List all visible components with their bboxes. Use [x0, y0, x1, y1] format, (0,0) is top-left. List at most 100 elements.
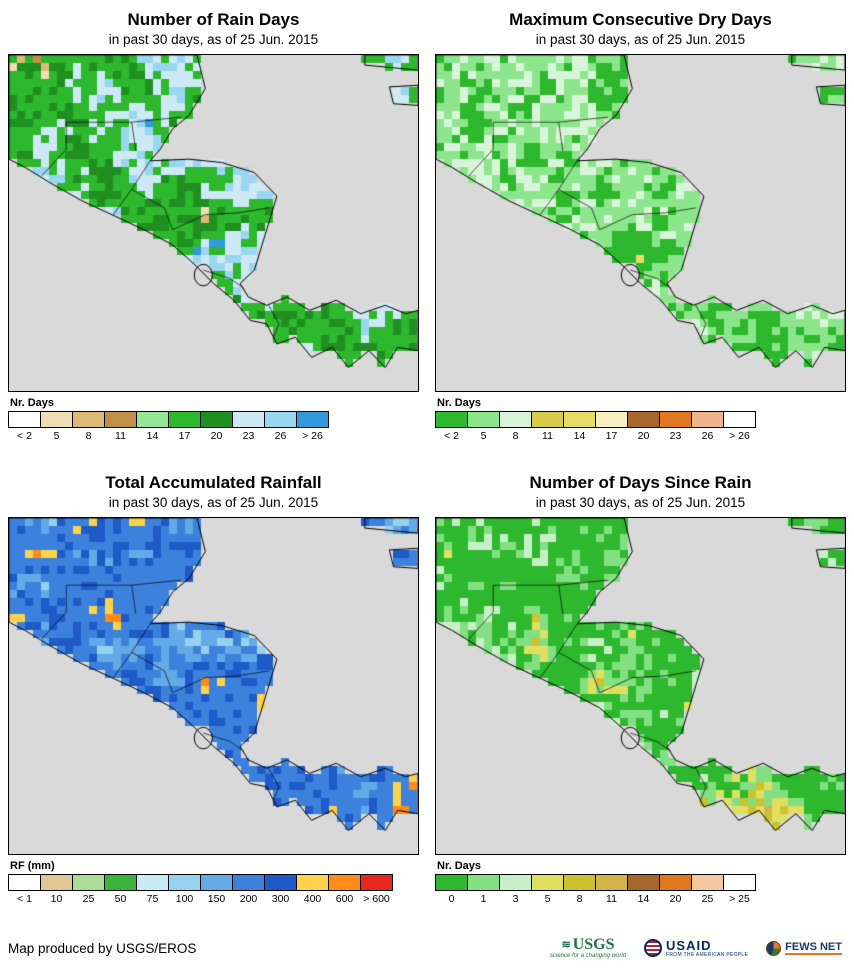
legend-label: 5 — [480, 430, 487, 442]
legend-label: 25 — [82, 893, 95, 905]
legend-label: 23 — [669, 430, 682, 442]
legend-swatch — [104, 874, 137, 891]
legend-title: Nr. Days — [10, 397, 55, 409]
usaid-wordmark: USAID FROM THE AMERICAN PEOPLE — [666, 939, 748, 958]
fewsnet-globe-icon — [766, 940, 782, 956]
legend-label: 23 — [242, 430, 255, 442]
legend-swatch — [264, 411, 297, 428]
legend-label: 17 — [605, 430, 618, 442]
legend-swatch — [232, 874, 265, 891]
legend-swatch — [563, 411, 596, 428]
map-raster — [436, 518, 845, 854]
legend-bar — [435, 411, 846, 428]
legend-swatch — [264, 874, 297, 891]
legend-label: > 25 — [729, 893, 750, 905]
legend-label: 8 — [576, 893, 583, 905]
legend-swatch — [435, 411, 468, 428]
map-credit: Map produced by USGS/EROS — [8, 940, 197, 956]
legend-swatch — [8, 874, 41, 891]
legend-swatch — [72, 874, 105, 891]
legend-label: 50 — [114, 893, 127, 905]
legend-swatch — [435, 874, 468, 891]
legend-label: 600 — [335, 893, 354, 905]
legend-label: 14 — [637, 893, 650, 905]
legend-swatch — [232, 411, 265, 428]
legend-swatch — [467, 874, 500, 891]
legend-swatch — [296, 411, 329, 428]
legend-swatch — [296, 874, 329, 891]
panel-subtitle: in past 30 days, as of 25 Jun. 2015 — [535, 32, 746, 47]
legend-swatch — [200, 411, 233, 428]
legend-label: 11 — [542, 430, 553, 442]
legend-label: 75 — [146, 893, 159, 905]
legend-label: 300 — [271, 893, 290, 905]
panel-days-since-rain: Number of Days Since Rain in past 30 day… — [427, 463, 854, 926]
legend-label: 20 — [669, 893, 682, 905]
legend-labels: < 1 10 25 50 75 100 150 200 300 400 600 > 600 — [8, 891, 419, 905]
legend-swatch — [723, 874, 756, 891]
usgs-wordmark: ≋ USGS — [562, 937, 615, 953]
legend-label: 14 — [146, 430, 159, 442]
usaid-name-text: USAID — [666, 937, 712, 953]
legend-label: 11 — [606, 893, 617, 905]
legend-swatch — [691, 411, 724, 428]
legend: Nr. Days < 2 5 8 11 14 17 20 23 26 > 26 — [8, 397, 419, 442]
panel-title: Number of Rain Days — [127, 10, 300, 29]
usaid-tagline: FROM THE AMERICAN PEOPLE — [666, 951, 749, 958]
legend-labels: < 2 5 8 11 14 17 20 23 26 > 26 — [8, 428, 419, 442]
legend-title: Nr. Days — [437, 860, 482, 872]
legend-swatch — [40, 874, 73, 891]
legend-swatch — [360, 874, 393, 891]
usgs-logo: ≋ USGS science for a changing world — [549, 937, 627, 960]
legend-label: 150 — [207, 893, 226, 905]
usgs-tagline: science for a changing world — [549, 953, 627, 959]
legend-label: 10 — [50, 893, 63, 905]
legend-swatch — [499, 874, 532, 891]
usgs-wave-icon: ≋ — [561, 939, 571, 951]
legend-label: 17 — [178, 430, 191, 442]
legend-labels: 0 1 3 5 8 11 14 20 25 > 25 — [435, 891, 846, 905]
legend-label: > 600 — [363, 893, 390, 905]
usgs-name-text: USGS — [572, 936, 615, 953]
map-frame — [8, 54, 419, 392]
legend-swatch — [467, 411, 500, 428]
panel-rainfall: Total Accumulated Rainfall in past 30 da… — [0, 463, 427, 926]
legend-swatch — [168, 874, 201, 891]
legend-swatch — [499, 411, 532, 428]
legend-bar — [8, 874, 419, 891]
legend-label: 26 — [701, 430, 714, 442]
legend-bar — [8, 411, 419, 428]
legend-swatch — [72, 411, 105, 428]
panel-subtitle: in past 30 days, as of 25 Jun. 2015 — [108, 32, 319, 47]
legend: RF (mm) < 1 10 25 50 75 100 150 200 300 400 600 > 6… — [8, 860, 419, 905]
legend-swatch — [627, 874, 660, 891]
legend-swatch — [200, 874, 233, 891]
logo-row: ≋ USGS science for a changing world USAI… — [550, 937, 842, 959]
legend-label: 25 — [701, 893, 714, 905]
legend-label: 5 — [53, 430, 60, 442]
legend-swatch — [531, 411, 564, 428]
map-raster — [9, 518, 418, 854]
panel-rain-days: Number of Rain Days in past 30 days, as … — [0, 0, 427, 463]
legend-label: 100 — [175, 893, 194, 905]
legend-label: < 2 — [444, 430, 459, 442]
map-grid: Number of Rain Days in past 30 days, as … — [0, 0, 854, 926]
legend-label: 200 — [239, 893, 258, 905]
map-raster — [9, 55, 418, 391]
panel-title: Maximum Consecutive Dry Days — [509, 10, 772, 29]
legend-swatch — [723, 411, 756, 428]
legend-labels: < 2 5 8 11 14 17 20 23 26 > 26 — [435, 428, 846, 442]
legend-swatch — [136, 411, 169, 428]
legend: Nr. Days < 2 5 8 11 14 17 20 23 26 > 26 — [435, 397, 846, 442]
legend-swatch — [691, 874, 724, 891]
legend-swatch — [659, 874, 692, 891]
legend-label: 0 — [448, 893, 455, 905]
panel-subtitle: in past 30 days, as of 25 Jun. 2015 — [108, 495, 319, 510]
usaid-logo: USAID FROM THE AMERICAN PEOPLE — [644, 939, 748, 958]
legend-swatch — [627, 411, 660, 428]
legend: Nr. Days 0 1 3 5 8 11 14 20 25 > 25 — [435, 860, 846, 905]
legend-label: 3 — [512, 893, 519, 905]
legend-label: < 2 — [17, 430, 32, 442]
map-raster — [436, 55, 845, 391]
legend-swatch — [8, 411, 41, 428]
